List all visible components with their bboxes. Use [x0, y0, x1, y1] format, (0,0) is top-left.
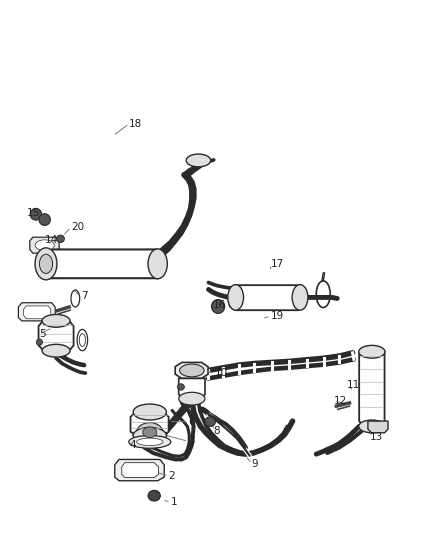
- Text: 17: 17: [271, 259, 284, 269]
- Ellipse shape: [39, 214, 50, 225]
- Ellipse shape: [42, 314, 70, 327]
- Text: 1: 1: [171, 497, 177, 507]
- Ellipse shape: [39, 254, 53, 273]
- Ellipse shape: [35, 240, 54, 251]
- Polygon shape: [122, 463, 159, 478]
- Text: 9: 9: [252, 459, 258, 469]
- Polygon shape: [18, 303, 55, 321]
- Text: 8: 8: [214, 426, 220, 435]
- Ellipse shape: [228, 285, 244, 310]
- Text: 2: 2: [169, 471, 175, 481]
- Ellipse shape: [42, 344, 70, 357]
- Polygon shape: [368, 421, 388, 433]
- Text: 4: 4: [129, 440, 136, 450]
- Text: 5: 5: [39, 329, 46, 338]
- Ellipse shape: [292, 285, 308, 310]
- Ellipse shape: [205, 417, 215, 426]
- Text: 15: 15: [27, 208, 40, 218]
- Text: 18: 18: [129, 119, 142, 128]
- Text: 19: 19: [271, 311, 284, 321]
- Ellipse shape: [137, 423, 163, 442]
- Ellipse shape: [129, 435, 171, 448]
- Text: 20: 20: [71, 222, 84, 232]
- Text: 3: 3: [188, 437, 195, 446]
- Ellipse shape: [148, 249, 167, 279]
- Text: 6: 6: [188, 417, 195, 426]
- Polygon shape: [39, 249, 166, 278]
- Text: 10: 10: [215, 368, 228, 377]
- Polygon shape: [229, 285, 304, 310]
- Ellipse shape: [212, 300, 225, 313]
- Text: 14: 14: [45, 235, 58, 245]
- Polygon shape: [30, 237, 59, 253]
- Text: 12: 12: [334, 396, 347, 406]
- Ellipse shape: [179, 392, 205, 405]
- Polygon shape: [24, 306, 51, 319]
- Polygon shape: [134, 423, 166, 441]
- Ellipse shape: [143, 427, 157, 438]
- Ellipse shape: [36, 339, 42, 345]
- Ellipse shape: [148, 490, 160, 501]
- Ellipse shape: [137, 438, 163, 446]
- Ellipse shape: [186, 154, 211, 167]
- Ellipse shape: [35, 248, 57, 280]
- Ellipse shape: [177, 384, 184, 390]
- Ellipse shape: [359, 345, 385, 358]
- Polygon shape: [115, 459, 164, 481]
- Text: 16: 16: [213, 301, 226, 310]
- Ellipse shape: [180, 364, 204, 377]
- Ellipse shape: [79, 334, 85, 346]
- Ellipse shape: [57, 235, 64, 243]
- Ellipse shape: [359, 420, 385, 433]
- Text: 11: 11: [347, 381, 360, 390]
- Polygon shape: [39, 321, 74, 351]
- Polygon shape: [359, 352, 385, 426]
- Ellipse shape: [133, 404, 166, 420]
- Polygon shape: [175, 362, 208, 378]
- Ellipse shape: [133, 427, 166, 443]
- Polygon shape: [131, 412, 169, 435]
- Ellipse shape: [30, 208, 42, 220]
- Polygon shape: [179, 378, 205, 399]
- Text: 7: 7: [81, 291, 88, 301]
- Text: 13: 13: [370, 432, 383, 442]
